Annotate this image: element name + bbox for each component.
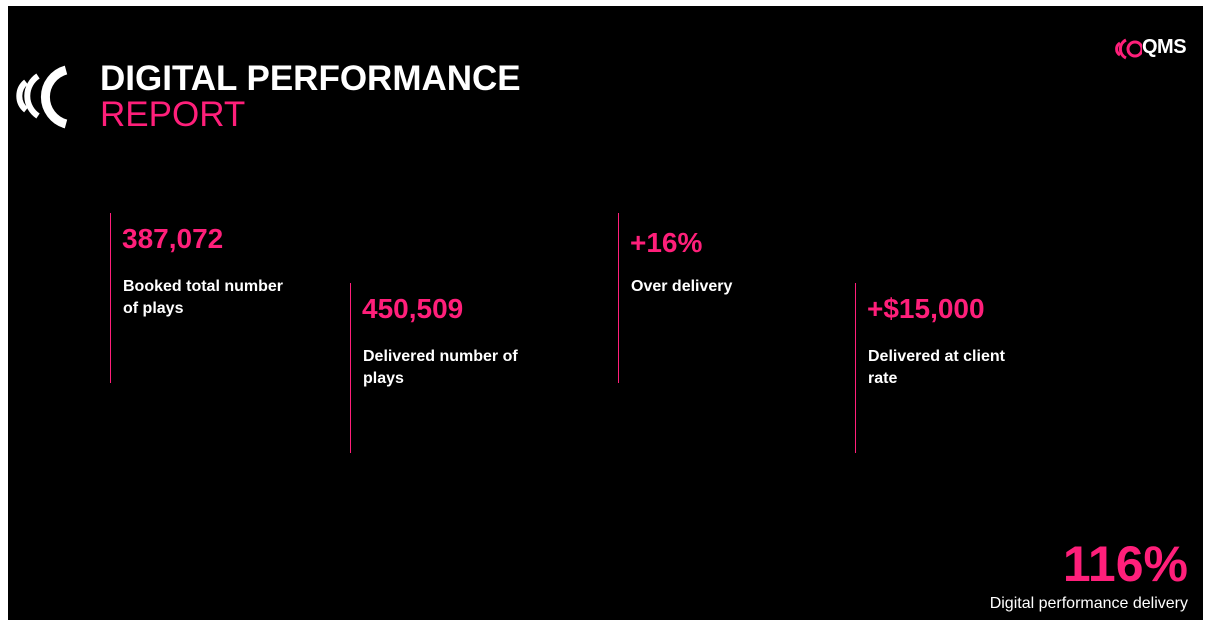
divider xyxy=(618,213,619,383)
stat-label: Over delivery xyxy=(631,278,733,295)
stat-value: 387,072 xyxy=(122,223,224,254)
divider xyxy=(855,283,856,453)
brand-mark xyxy=(1115,38,1142,60)
divider xyxy=(350,283,351,453)
stat-value: +$15,000 xyxy=(867,293,985,324)
stat-value: +16% xyxy=(630,227,703,258)
stat-value: 450,509 xyxy=(362,293,464,324)
footer-value: 116% xyxy=(1062,536,1188,592)
slide: DIGITAL PERFORMANCE REPORT QMS 387,072 Bo… xyxy=(8,6,1203,620)
stat-label: Delivered number of plays xyxy=(363,348,518,387)
stat-label: Booked total number of plays xyxy=(123,278,284,317)
stat-label: Delivered at client rate xyxy=(868,348,1005,387)
footer-label: Digital performance delivery xyxy=(989,595,1188,612)
subtitle: REPORT xyxy=(100,95,246,134)
logo-mark xyxy=(16,65,68,129)
title: DIGITAL PERFORMANCE xyxy=(100,59,521,98)
divider xyxy=(110,213,111,383)
brand: QMS xyxy=(1142,36,1187,58)
